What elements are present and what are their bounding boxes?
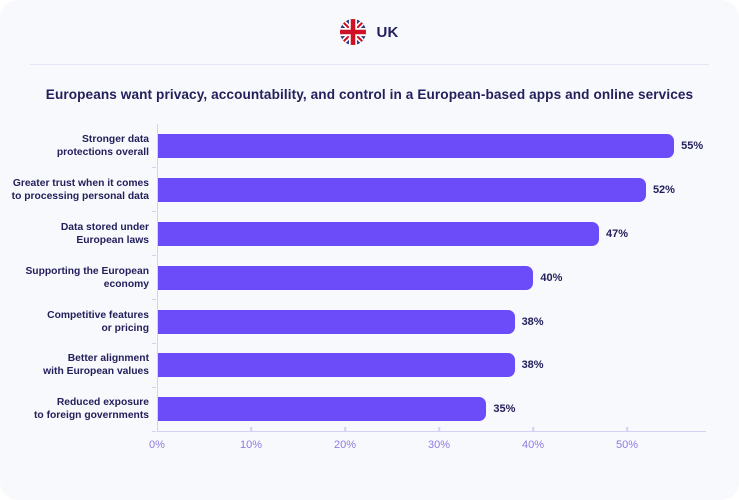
x-axis-tick bbox=[344, 427, 346, 433]
x-axis-tick bbox=[250, 427, 252, 433]
chart-row: Reduced exposure to foreign governments 3… bbox=[0, 387, 706, 432]
bar-track: 38% bbox=[152, 299, 706, 344]
category-label: Reduced exposure to foreign governments bbox=[34, 397, 149, 422]
uk-flag-icon bbox=[340, 19, 367, 45]
bar bbox=[158, 265, 534, 290]
header: UK bbox=[0, 0, 739, 64]
bar-track: 40% bbox=[152, 255, 706, 300]
x-axis-tick bbox=[438, 427, 440, 433]
header-divider bbox=[30, 64, 709, 65]
category-label: Stronger data protections overall bbox=[56, 133, 149, 158]
value-label: 38% bbox=[521, 315, 544, 328]
x-axis-tick-label: 40% bbox=[522, 439, 545, 452]
category-label: Supporting the European economy bbox=[25, 265, 149, 290]
bar bbox=[158, 133, 675, 158]
bar bbox=[158, 177, 646, 202]
chart-rows: Stronger data protections overall 55% Grea… bbox=[0, 124, 706, 432]
chart-row: Data stored under European laws 47% bbox=[0, 211, 706, 257]
x-axis: 0% 10% 20% 30% 40% 50% bbox=[149, 427, 706, 461]
chart-row: Supporting the European economy 40% bbox=[0, 255, 706, 300]
chart-row: Greater trust when it comes to processin… bbox=[0, 167, 706, 213]
chart-title: Europeans want privacy, accountability, … bbox=[45, 87, 694, 102]
value-label: 40% bbox=[540, 271, 563, 284]
bar bbox=[158, 397, 487, 422]
country-label: UK bbox=[376, 23, 399, 41]
value-label: 55% bbox=[681, 139, 704, 152]
chart-row: Better alignment with European values 38% bbox=[0, 343, 706, 388]
x-axis-tick bbox=[532, 427, 534, 433]
x-axis-tick bbox=[626, 427, 628, 433]
bar-track: 47% bbox=[152, 211, 706, 257]
bar bbox=[158, 353, 515, 378]
x-axis-tick-label: 50% bbox=[616, 439, 639, 452]
chart-row: Stronger data protections overall 55% bbox=[0, 124, 706, 169]
bar-track: 35% bbox=[152, 387, 706, 432]
chart-row: Competitive features or pricing 38% bbox=[0, 299, 706, 344]
value-label: 52% bbox=[652, 183, 675, 196]
value-label: 35% bbox=[493, 403, 516, 416]
category-label: Competitive features or pricing bbox=[47, 309, 149, 334]
x-axis-tick-label: 30% bbox=[428, 439, 451, 452]
x-axis-tick-label: 10% bbox=[239, 439, 263, 452]
bar bbox=[158, 221, 600, 246]
bar bbox=[158, 309, 515, 334]
bar-chart: Stronger data protections overall 55% Grea… bbox=[0, 124, 706, 432]
category-label: Data stored under European laws bbox=[60, 221, 149, 246]
bar-track: 55% bbox=[152, 124, 706, 169]
x-axis-tick-label: 0% bbox=[149, 439, 165, 452]
x-axis-tick-label: 20% bbox=[333, 439, 357, 452]
category-label: Greater trust when it comes to processin… bbox=[11, 177, 149, 202]
bar-track: 38% bbox=[152, 343, 706, 388]
category-label: Better alignment with European values bbox=[43, 353, 149, 378]
value-label: 47% bbox=[606, 227, 629, 240]
bar-track: 52% bbox=[152, 167, 706, 213]
value-label: 38% bbox=[521, 359, 544, 372]
